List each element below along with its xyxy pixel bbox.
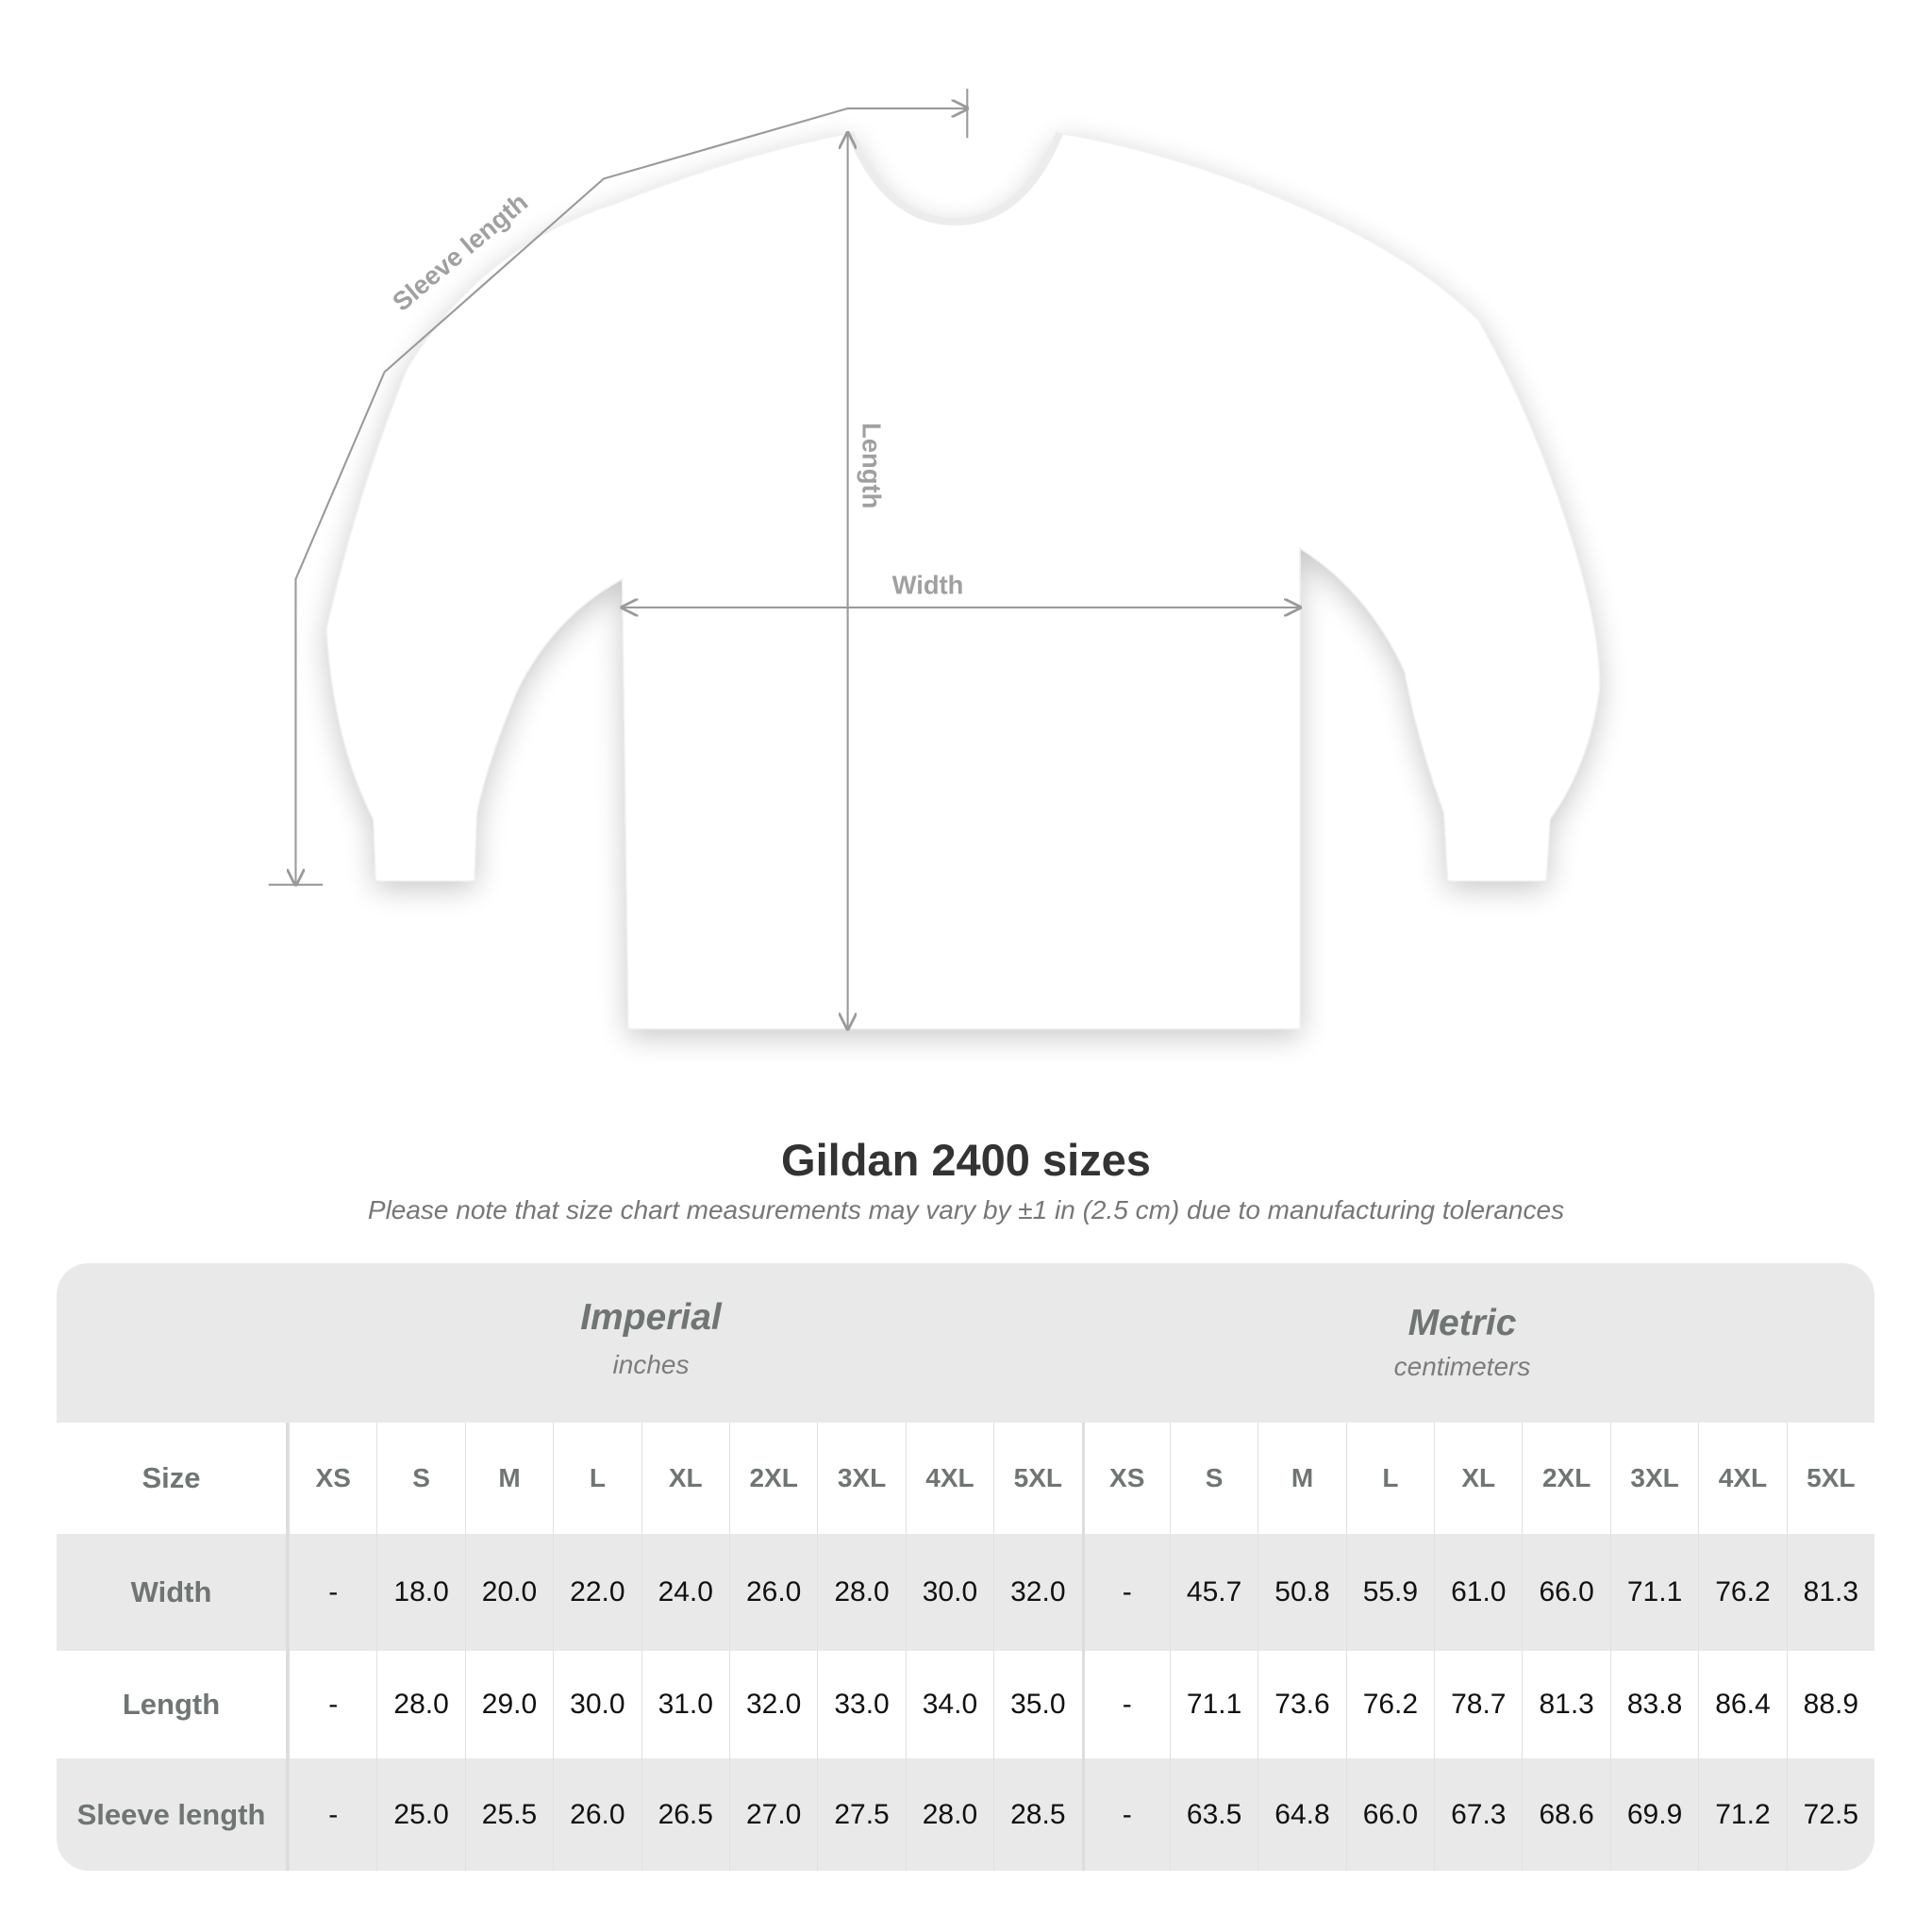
measurement-cell-metric: 71.1 xyxy=(1609,1534,1698,1651)
measurement-cell-metric: 88.9 xyxy=(1786,1651,1874,1758)
table-row: Width -18.0 20.0 22.0 24.0 26.0 28.0 30.0 32.0-4… xyxy=(57,1534,1874,1651)
size-header-metric: 4XL xyxy=(1698,1423,1786,1534)
size-header-metric: M xyxy=(1257,1423,1345,1534)
row-label: Width xyxy=(57,1534,289,1651)
measurement-cell-imperial: 32.0 xyxy=(993,1534,1081,1651)
measurement-cell-metric: 55.9 xyxy=(1345,1534,1434,1651)
measurement-cell-metric: 66.0 xyxy=(1345,1758,1434,1871)
metric-header: Metric centimeters xyxy=(1179,1303,1745,1382)
measurement-cell-metric: 76.2 xyxy=(1345,1651,1434,1758)
measurement-cell-metric: - xyxy=(1081,1758,1170,1871)
measurement-cell-metric: 76.2 xyxy=(1698,1534,1786,1651)
measurement-cell-imperial: 33.0 xyxy=(817,1651,905,1758)
size-header-metric: S xyxy=(1169,1423,1257,1534)
measurement-cell-imperial: 27.0 xyxy=(728,1758,817,1871)
size-header-metric: XS xyxy=(1081,1423,1170,1534)
measurement-cell-metric: 50.8 xyxy=(1257,1534,1345,1651)
measurement-cell-imperial: 26.0 xyxy=(553,1758,641,1871)
size-header-imperial: 2XL xyxy=(728,1423,817,1534)
measurement-cell-metric: 68.6 xyxy=(1522,1758,1609,1871)
measurement-cell-metric: 73.6 xyxy=(1257,1651,1345,1758)
measurement-cell-imperial: 26.0 xyxy=(728,1534,817,1651)
measurement-cell-metric: 67.3 xyxy=(1434,1758,1522,1871)
imperial-title: Imperial xyxy=(580,1297,722,1338)
tolerance-note: Please note that size chart measurements… xyxy=(367,1195,1565,1224)
measurement-cell-imperial: 25.0 xyxy=(376,1758,464,1871)
measurement-cell-metric: - xyxy=(1081,1534,1170,1651)
size-header-imperial: XS xyxy=(289,1423,376,1534)
size-table: Imperial inches Metric centimeters Size X… xyxy=(57,1263,1874,1871)
unit-header: Imperial inches Metric centimeters xyxy=(57,1263,1874,1423)
row-label: Sleeve length xyxy=(57,1758,289,1871)
measurement-cell-metric: 66.0 xyxy=(1522,1534,1609,1651)
measurement-cell-imperial: 34.0 xyxy=(905,1651,993,1758)
measurement-cell-imperial: - xyxy=(289,1758,376,1871)
measurement-cell-metric: 78.7 xyxy=(1434,1651,1522,1758)
measurement-cell-metric: 64.8 xyxy=(1257,1758,1345,1871)
row-label: Size xyxy=(57,1423,289,1534)
measurement-cell-metric: 71.1 xyxy=(1169,1651,1257,1758)
measurement-cell-imperial: 25.5 xyxy=(464,1758,553,1871)
metric-unit: centimeters xyxy=(1393,1352,1531,1381)
page-title: Gildan 2400 sizes xyxy=(781,1135,1151,1185)
measurement-cell-imperial: 29.0 xyxy=(464,1651,553,1758)
size-header-row: Size XS S M L XL 2XL 3XL 4XL 5XL XS S M L XL 2XL 3XL 4XL 5… xyxy=(57,1423,1874,1534)
measurement-cell-imperial: 35.0 xyxy=(993,1651,1081,1758)
table-row: Length -28.0 29.0 30.0 31.0 32.0 33.0 34.0 35.0-… xyxy=(57,1651,1874,1758)
measurement-cell-imperial: 28.5 xyxy=(993,1758,1081,1871)
measurement-cell-metric: 61.0 xyxy=(1434,1534,1522,1651)
measurement-cell-metric: 72.5 xyxy=(1786,1758,1874,1871)
measurement-cell-imperial: 27.5 xyxy=(817,1758,905,1871)
measurement-cell-imperial: 26.5 xyxy=(641,1758,729,1871)
measurement-cell-metric: - xyxy=(1081,1651,1170,1758)
measurement-cell-metric: 63.5 xyxy=(1169,1758,1257,1871)
measurement-cell-imperial: - xyxy=(289,1651,376,1758)
size-header-imperial: XL xyxy=(641,1423,729,1534)
measurement-cell-imperial: 22.0 xyxy=(553,1534,641,1651)
measurement-cell-imperial: 20.0 xyxy=(464,1534,553,1651)
size-header-metric: 2XL xyxy=(1522,1423,1609,1534)
imperial-unit: inches xyxy=(612,1350,690,1379)
size-header-metric: 5XL xyxy=(1786,1423,1874,1534)
imperial-header: Imperial inches xyxy=(368,1297,934,1380)
measurement-cell-imperial: 31.0 xyxy=(641,1651,729,1758)
measurement-cell-imperial: 28.0 xyxy=(817,1534,905,1651)
measurement-cell-metric: 71.2 xyxy=(1698,1758,1786,1871)
measurement-cell-imperial: 32.0 xyxy=(728,1651,817,1758)
sleeve-length-line xyxy=(295,108,967,885)
measurement-cell-imperial: 18.0 xyxy=(376,1534,464,1651)
size-header-imperial: S xyxy=(376,1423,464,1534)
table-row: Sleeve length -25.0 25.5 26.0 26.5 27.0 27.5 28… xyxy=(57,1758,1874,1871)
size-header-metric: 3XL xyxy=(1609,1423,1698,1534)
size-header-imperial: 3XL xyxy=(817,1423,905,1534)
size-header-imperial: L xyxy=(553,1423,641,1534)
size-header-imperial: 4XL xyxy=(905,1423,993,1534)
measurement-cell-metric: 69.9 xyxy=(1609,1758,1698,1871)
measurement-cell-imperial: 24.0 xyxy=(641,1534,729,1651)
length-label: Length xyxy=(857,423,886,508)
size-header-metric: XL xyxy=(1434,1423,1522,1534)
measurement-cell-metric: 81.3 xyxy=(1522,1651,1609,1758)
row-label: Length xyxy=(57,1651,289,1758)
measurement-cell-metric: 81.3 xyxy=(1786,1534,1874,1651)
size-header-imperial: 5XL xyxy=(993,1423,1081,1534)
width-label: Width xyxy=(892,571,964,600)
measurement-cell-imperial: 28.0 xyxy=(905,1758,993,1871)
measurement-cell-imperial: - xyxy=(289,1534,376,1651)
measurement-cell-metric: 86.4 xyxy=(1698,1651,1786,1758)
size-header-metric: L xyxy=(1345,1423,1434,1534)
measurement-cell-imperial: 28.0 xyxy=(376,1651,464,1758)
measurement-cell-metric: 83.8 xyxy=(1609,1651,1698,1758)
measurement-cell-imperial: 30.0 xyxy=(905,1534,993,1651)
metric-title: Metric xyxy=(1407,1303,1517,1343)
size-header-imperial: M xyxy=(464,1423,553,1534)
measurement-cell-imperial: 30.0 xyxy=(553,1651,641,1758)
measurement-cell-metric: 45.7 xyxy=(1169,1534,1257,1651)
